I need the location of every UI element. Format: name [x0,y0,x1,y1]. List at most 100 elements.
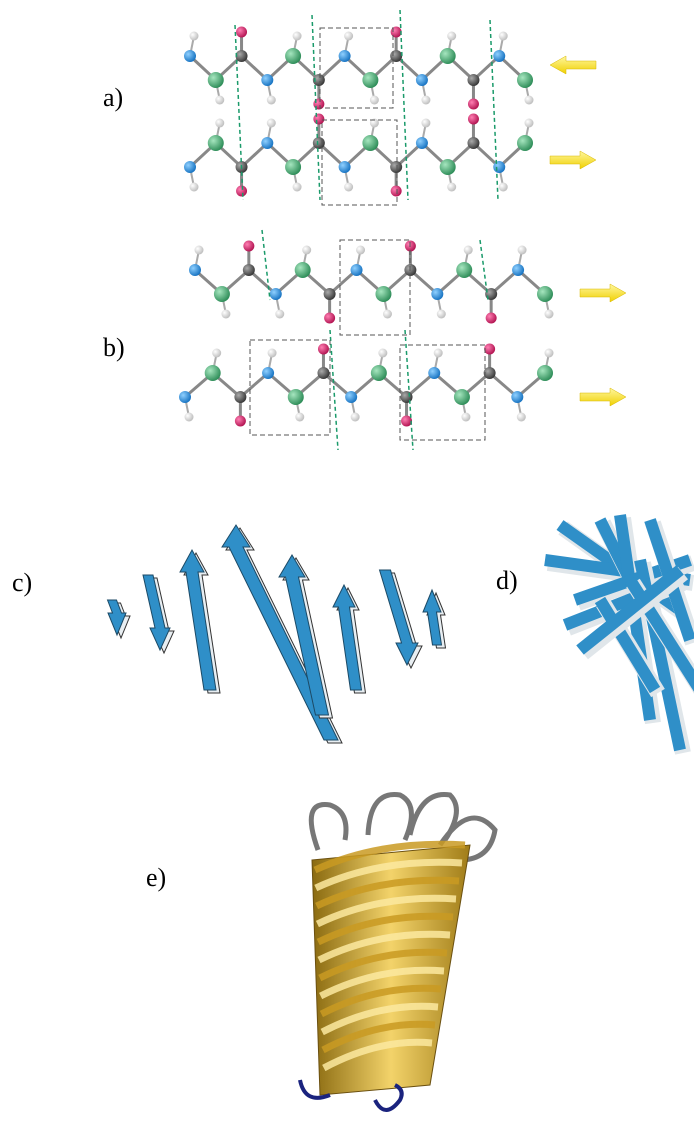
atom [440,48,456,64]
hydrogen [268,349,277,358]
hydrogen [215,119,224,128]
atom [467,137,479,149]
hbond [480,240,488,300]
hydrogen [221,310,230,319]
ribbon-drawings [108,515,694,753]
panel-label: d) [496,566,518,595]
hbond [330,330,338,450]
hydrogen [195,246,204,255]
atom [285,159,301,175]
page: a) b) c) d) e) (() => { const data = JSO… [0,0,694,1124]
hbond [405,330,413,450]
atom [270,288,282,300]
atom [511,391,523,403]
hydrogen [447,32,456,41]
hydrogen [344,183,353,192]
molecule-drawings [179,10,626,450]
atom [214,286,230,302]
oxygen [484,344,495,355]
hydrogen [499,32,508,41]
atom [493,161,505,173]
hydrogen [518,246,527,255]
loop [311,805,346,850]
hydrogen [464,246,473,255]
figure: a) b) c) d) e) [0,0,694,1124]
atom [189,264,201,276]
hydrogen [421,96,430,105]
atom [454,389,470,405]
hydrogen [525,119,534,128]
atom [339,161,351,173]
atom [362,135,378,151]
direction-arrow [580,284,626,302]
atom [288,389,304,405]
hydrogen [212,349,221,358]
atom [205,365,221,381]
unit-box [322,120,397,205]
atom [184,161,196,173]
atom [262,367,274,379]
atom [416,74,428,86]
atom [324,288,336,300]
oxygen [243,241,254,252]
loop [368,795,411,841]
hydrogen [461,413,470,422]
panel-label: b) [103,333,125,362]
panel-label: a) [103,83,123,112]
oxygen [235,416,246,427]
unit-box [250,340,330,435]
hydrogen [185,413,194,422]
atom [345,391,357,403]
hydrogen [215,96,224,105]
oxygen [324,313,335,324]
hydrogen [351,413,360,422]
hydrogen [434,349,443,358]
atom [517,135,533,151]
hydrogen [295,413,304,422]
hydrogen [383,310,392,319]
hydrogen [190,32,199,41]
atom [390,161,402,173]
atom [362,72,378,88]
atom [317,367,329,379]
atom [313,137,325,149]
atom [179,391,191,403]
hydrogen [370,96,379,105]
oxygen [236,27,247,38]
atom [493,50,505,62]
atom [184,50,196,62]
atom [390,50,402,62]
atom [517,72,533,88]
hydrogen [267,119,276,128]
atom [295,262,311,278]
hydrogen [344,32,353,41]
atom [371,365,387,381]
strand [380,570,419,665]
oxygen [468,114,479,125]
atom [285,48,301,64]
atom [401,391,413,403]
hydrogen [302,246,311,255]
hbond [400,10,408,200]
hydrogen [356,246,365,255]
hydrogen [293,183,302,192]
strand [180,550,216,690]
hydrogen [190,183,199,192]
hbond [262,230,270,300]
direction-arrow [550,151,596,169]
atom [351,264,363,276]
atom [456,262,472,278]
panel-label: e) [146,863,166,892]
oxygen [486,313,497,324]
atom [537,286,553,302]
direction-arrow [580,388,626,406]
oxygen [236,186,247,197]
atom [261,74,273,86]
atom [440,159,456,175]
hydrogen [378,349,387,358]
hbond [490,20,498,200]
oxygen [318,344,329,355]
atom [512,264,524,276]
atom [234,391,246,403]
atom [208,72,224,88]
